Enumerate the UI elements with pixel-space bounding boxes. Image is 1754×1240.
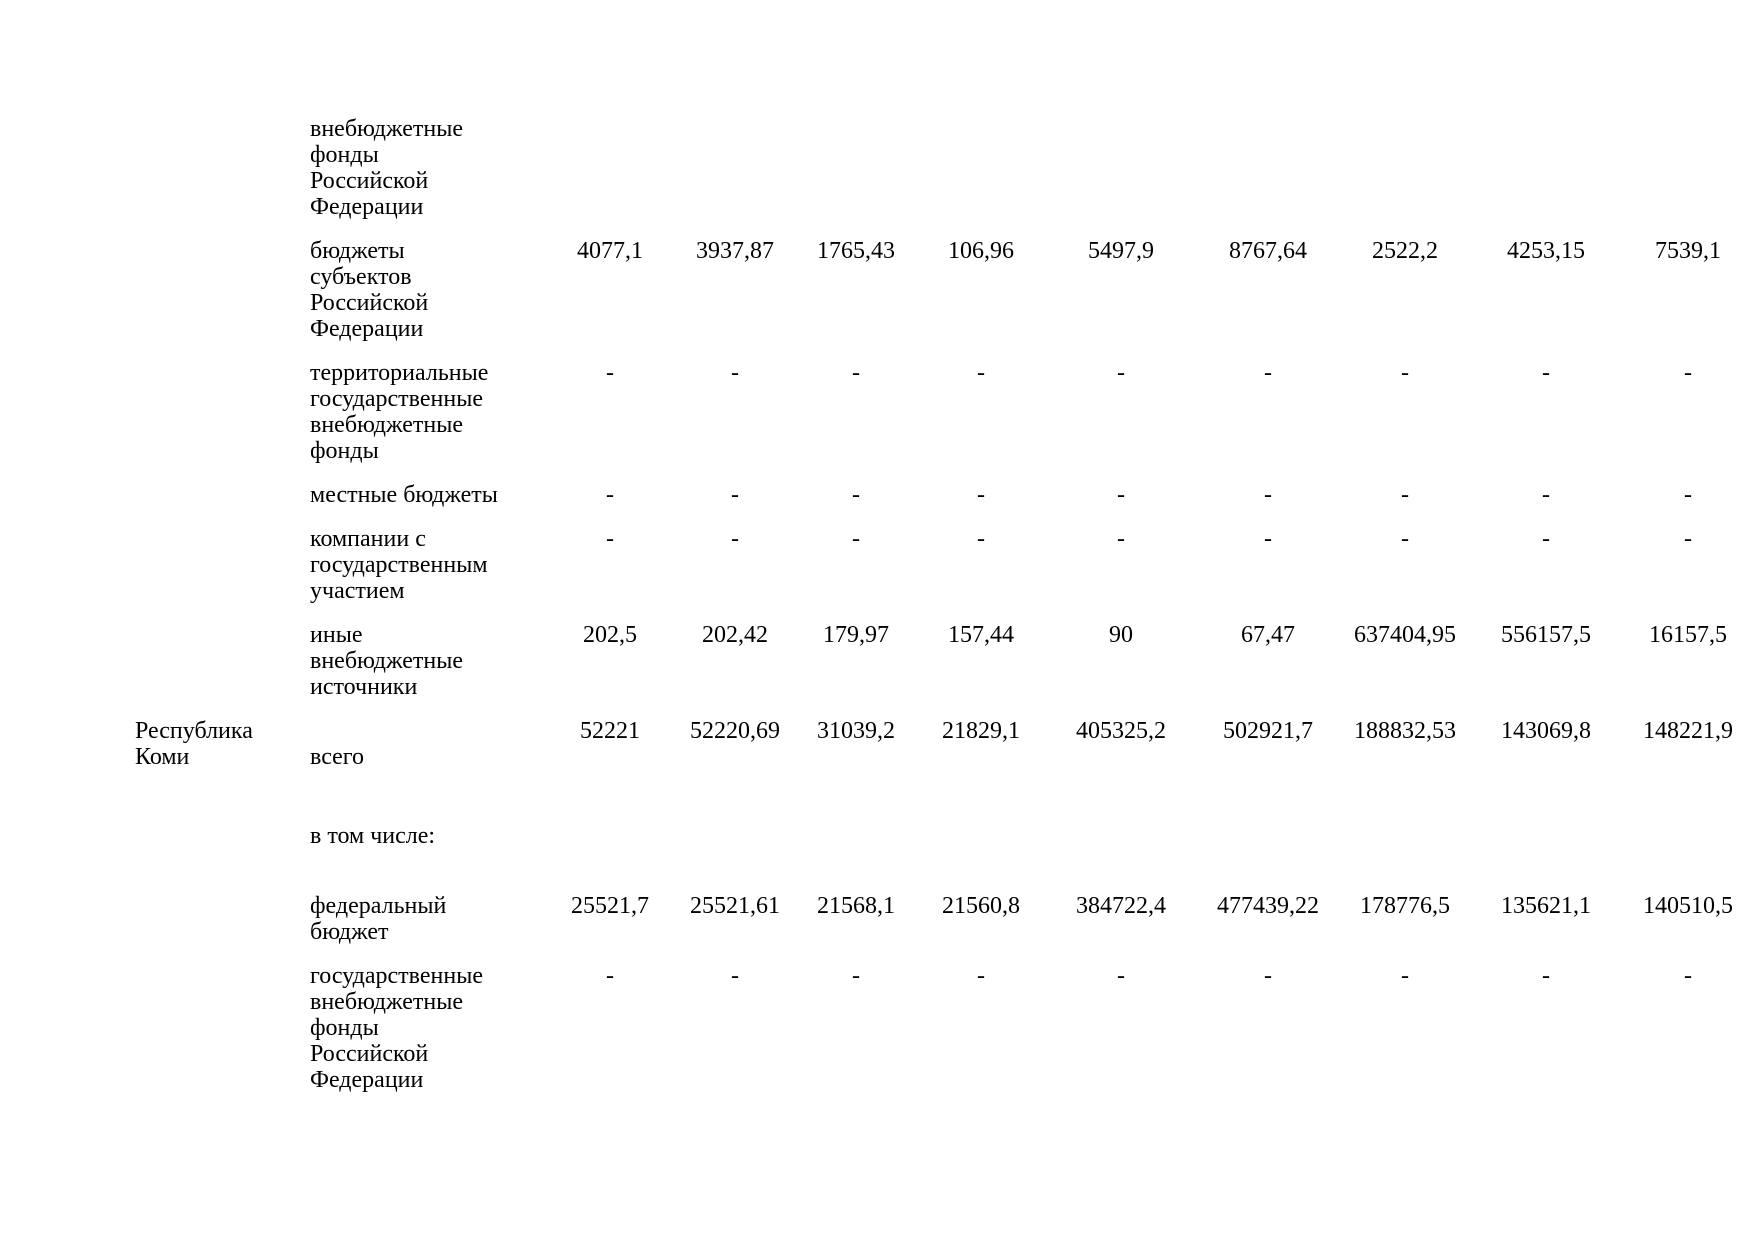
value-cell: 4253,15 bbox=[1507, 238, 1585, 264]
value-cell: - bbox=[1542, 963, 1550, 989]
table-row: федеральный бюджет 25521,7 25521,61 2156… bbox=[135, 893, 1754, 945]
value-cell: - bbox=[606, 360, 614, 386]
value-cell: 67,47 bbox=[1241, 622, 1295, 648]
value-cell: - bbox=[852, 526, 860, 552]
value-cell: - bbox=[1401, 526, 1409, 552]
value-cell: - bbox=[977, 482, 985, 508]
table-row: компании с государственным участием - - … bbox=[135, 526, 1754, 604]
category-cell: бюджеты субъектов Российской Федерации bbox=[310, 238, 429, 342]
value-cell: 637404,95 bbox=[1354, 622, 1456, 648]
category-cell: компании с государственным участием bbox=[310, 526, 488, 604]
value-cell: 31039,2 bbox=[817, 718, 895, 744]
category-cell: государственные внебюджетные фонды Росси… bbox=[310, 963, 483, 1093]
table-row: иные внебюджетные источники 202,5 202,42… bbox=[135, 622, 1754, 700]
value-cell: 21829,1 bbox=[942, 718, 1020, 744]
value-cell: 148221,9 bbox=[1643, 718, 1733, 744]
value-cell: 16157,5 bbox=[1649, 622, 1727, 648]
value-cell: - bbox=[977, 360, 985, 386]
table-row: Республика Коми всего в том числе: 52221… bbox=[135, 718, 1754, 875]
value-cell: 8767,64 bbox=[1229, 238, 1307, 264]
value-cell: 556157,5 bbox=[1501, 622, 1591, 648]
budget-table: внебюджетные фонды Российской Федерации … bbox=[135, 116, 1754, 1111]
category-cell: всего в том числе: bbox=[310, 718, 546, 875]
category-cell: местные бюджеты bbox=[310, 482, 498, 508]
value-cell: - bbox=[1117, 526, 1125, 552]
region-cell: Республика Коми bbox=[135, 718, 253, 770]
value-cell: - bbox=[1542, 526, 1550, 552]
value-cell: - bbox=[1401, 482, 1409, 508]
category-cell: иные внебюджетные источники bbox=[310, 622, 463, 700]
value-cell: 25521,7 bbox=[571, 893, 649, 919]
value-cell: - bbox=[1401, 963, 1409, 989]
value-cell: - bbox=[731, 482, 739, 508]
value-cell: 502921,7 bbox=[1223, 718, 1313, 744]
value-cell: - bbox=[1117, 360, 1125, 386]
value-cell: 202,5 bbox=[583, 622, 637, 648]
table-row: бюджеты субъектов Российской Федерации 4… bbox=[135, 238, 1754, 342]
value-cell: 1765,43 bbox=[817, 238, 895, 264]
value-cell: 202,42 bbox=[702, 622, 768, 648]
value-cell: - bbox=[1684, 482, 1692, 508]
table-row: внебюджетные фонды Российской Федерации bbox=[135, 116, 1754, 220]
value-cell: - bbox=[606, 526, 614, 552]
value-cell: - bbox=[731, 526, 739, 552]
value-cell: - bbox=[852, 360, 860, 386]
value-cell: - bbox=[1542, 360, 1550, 386]
value-cell: - bbox=[1264, 482, 1272, 508]
value-cell: 179,97 bbox=[823, 622, 889, 648]
value-cell: - bbox=[1684, 963, 1692, 989]
value-cell: 5497,9 bbox=[1088, 238, 1154, 264]
value-cell: - bbox=[606, 963, 614, 989]
value-cell: - bbox=[1684, 360, 1692, 386]
value-cell: 384722,4 bbox=[1076, 893, 1166, 919]
value-cell: 143069,8 bbox=[1501, 718, 1591, 744]
value-cell: - bbox=[1264, 360, 1272, 386]
value-cell: - bbox=[977, 963, 985, 989]
value-cell: 52220,69 bbox=[690, 718, 780, 744]
value-cell: - bbox=[852, 482, 860, 508]
value-cell: - bbox=[1684, 526, 1692, 552]
value-cell: - bbox=[606, 482, 614, 508]
value-cell: - bbox=[977, 526, 985, 552]
value-cell: 52221 bbox=[580, 718, 640, 744]
value-cell: - bbox=[1542, 482, 1550, 508]
value-cell: 7539,1 bbox=[1655, 238, 1721, 264]
value-cell: - bbox=[731, 360, 739, 386]
value-cell: 477439,22 bbox=[1217, 893, 1319, 919]
value-cell: 2522,2 bbox=[1372, 238, 1438, 264]
value-cell: - bbox=[1117, 482, 1125, 508]
value-cell: 3937,87 bbox=[696, 238, 774, 264]
table-row: территориальные государственные внебюдже… bbox=[135, 360, 1754, 464]
value-cell: 21560,8 bbox=[942, 893, 1020, 919]
table-row: государственные внебюджетные фонды Росси… bbox=[135, 963, 1754, 1093]
value-cell: - bbox=[1117, 963, 1125, 989]
value-cell: 4077,1 bbox=[577, 238, 643, 264]
value-cell: - bbox=[731, 963, 739, 989]
value-cell: - bbox=[1401, 360, 1409, 386]
value-cell: 90 bbox=[1109, 622, 1133, 648]
value-cell: - bbox=[1264, 963, 1272, 989]
value-cell: - bbox=[1264, 526, 1272, 552]
value-cell: 140510,5 bbox=[1643, 893, 1733, 919]
category-cell: внебюджетные фонды Российской Федерации bbox=[310, 116, 463, 220]
value-cell: 25521,61 bbox=[690, 893, 780, 919]
value-cell: 188832,53 bbox=[1354, 718, 1456, 744]
value-cell: - bbox=[852, 963, 860, 989]
category-cell: территориальные государственные внебюдже… bbox=[310, 360, 489, 464]
value-cell: 106,96 bbox=[948, 238, 1014, 264]
value-cell: 178776,5 bbox=[1360, 893, 1450, 919]
value-cell: 405325,2 bbox=[1076, 718, 1166, 744]
table-row: местные бюджеты - - - - - - - - - bbox=[135, 482, 1754, 508]
value-cell: 135621,1 bbox=[1501, 893, 1591, 919]
category-note: в том числе: bbox=[310, 823, 436, 849]
value-cell: 157,44 bbox=[948, 622, 1014, 648]
category-total-label: всего bbox=[310, 744, 365, 770]
value-cell: 21568,1 bbox=[817, 893, 895, 919]
category-cell: федеральный бюджет bbox=[310, 893, 447, 945]
